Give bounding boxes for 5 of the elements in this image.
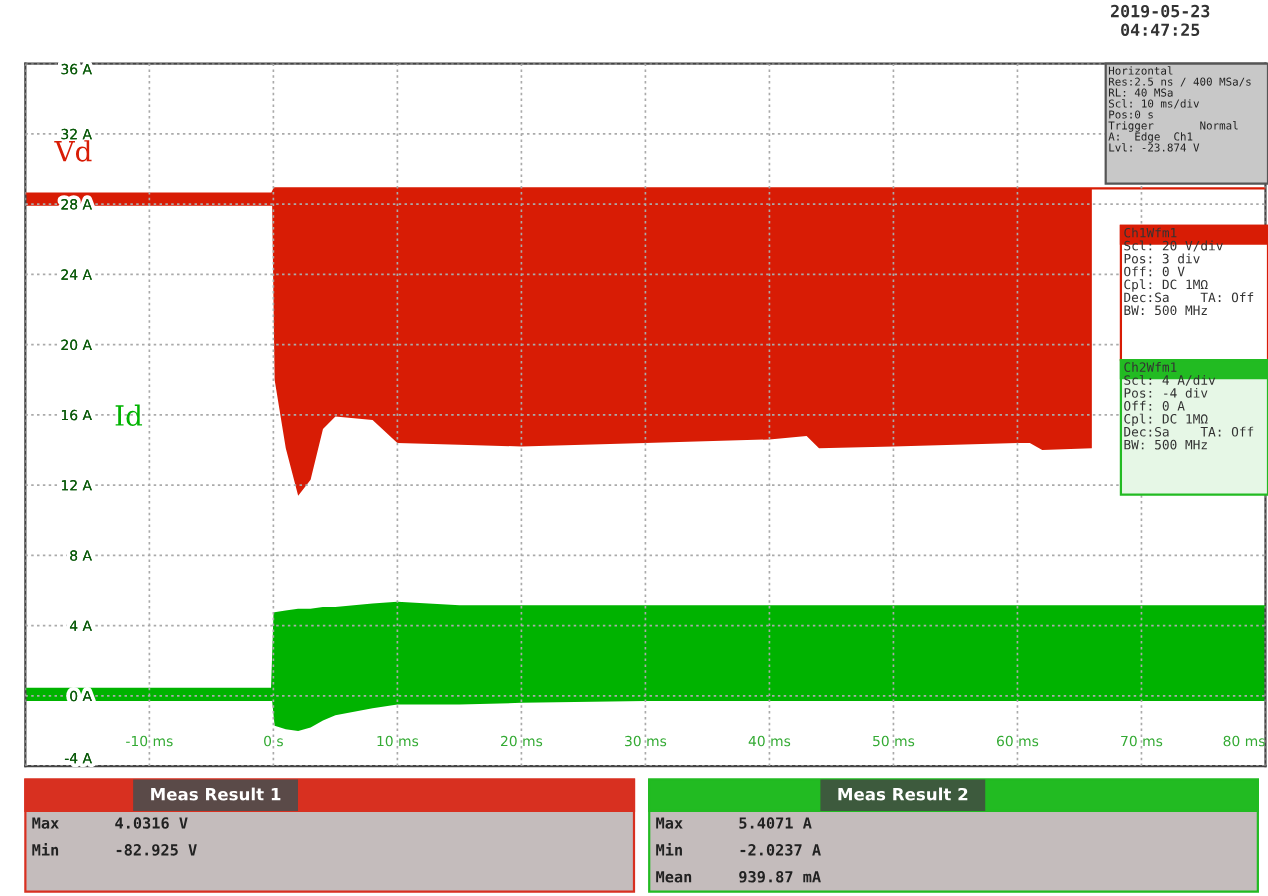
text: 2019-05-23 04:47:25 — [1110, 4, 1210, 37]
series-label: Vd — [54, 140, 92, 162]
text: Id — [115, 404, 143, 426]
text: Meas Result 1 — [151, 787, 281, 801]
text: Meas Result 2 — [838, 787, 968, 801]
